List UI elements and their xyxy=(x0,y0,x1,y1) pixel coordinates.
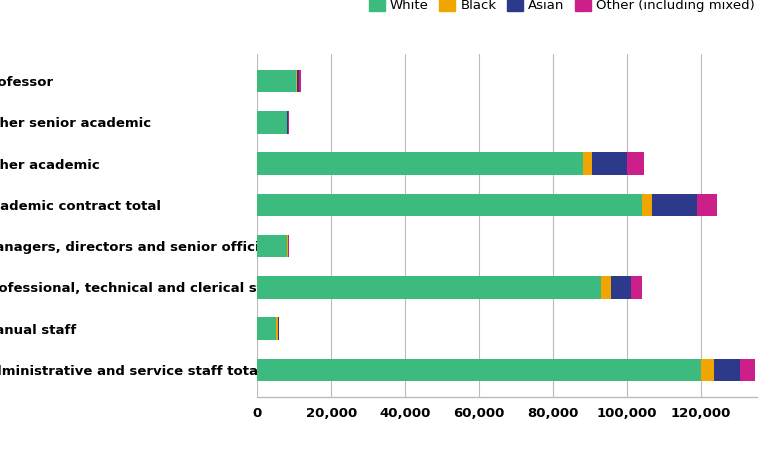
Bar xyxy=(631,276,642,299)
Bar xyxy=(257,152,583,175)
Bar xyxy=(296,70,297,92)
Bar xyxy=(601,276,611,299)
Bar xyxy=(652,193,697,216)
Bar xyxy=(642,193,652,216)
Bar xyxy=(300,70,301,92)
Bar xyxy=(257,359,701,381)
Bar xyxy=(276,318,278,340)
Bar xyxy=(714,359,740,381)
Bar xyxy=(697,193,717,216)
Bar xyxy=(701,359,714,381)
Bar xyxy=(257,318,276,340)
Bar xyxy=(592,152,627,175)
Bar xyxy=(297,70,300,92)
Bar xyxy=(583,152,592,175)
Bar xyxy=(611,276,631,299)
Legend: White, Black, Asian, Other (including mixed): White, Black, Asian, Other (including mi… xyxy=(369,0,755,13)
Bar xyxy=(257,193,642,216)
Bar xyxy=(257,70,296,92)
Bar xyxy=(257,235,287,258)
Bar xyxy=(627,152,643,175)
Bar xyxy=(257,111,287,133)
Bar xyxy=(257,276,601,299)
Bar xyxy=(740,359,755,381)
